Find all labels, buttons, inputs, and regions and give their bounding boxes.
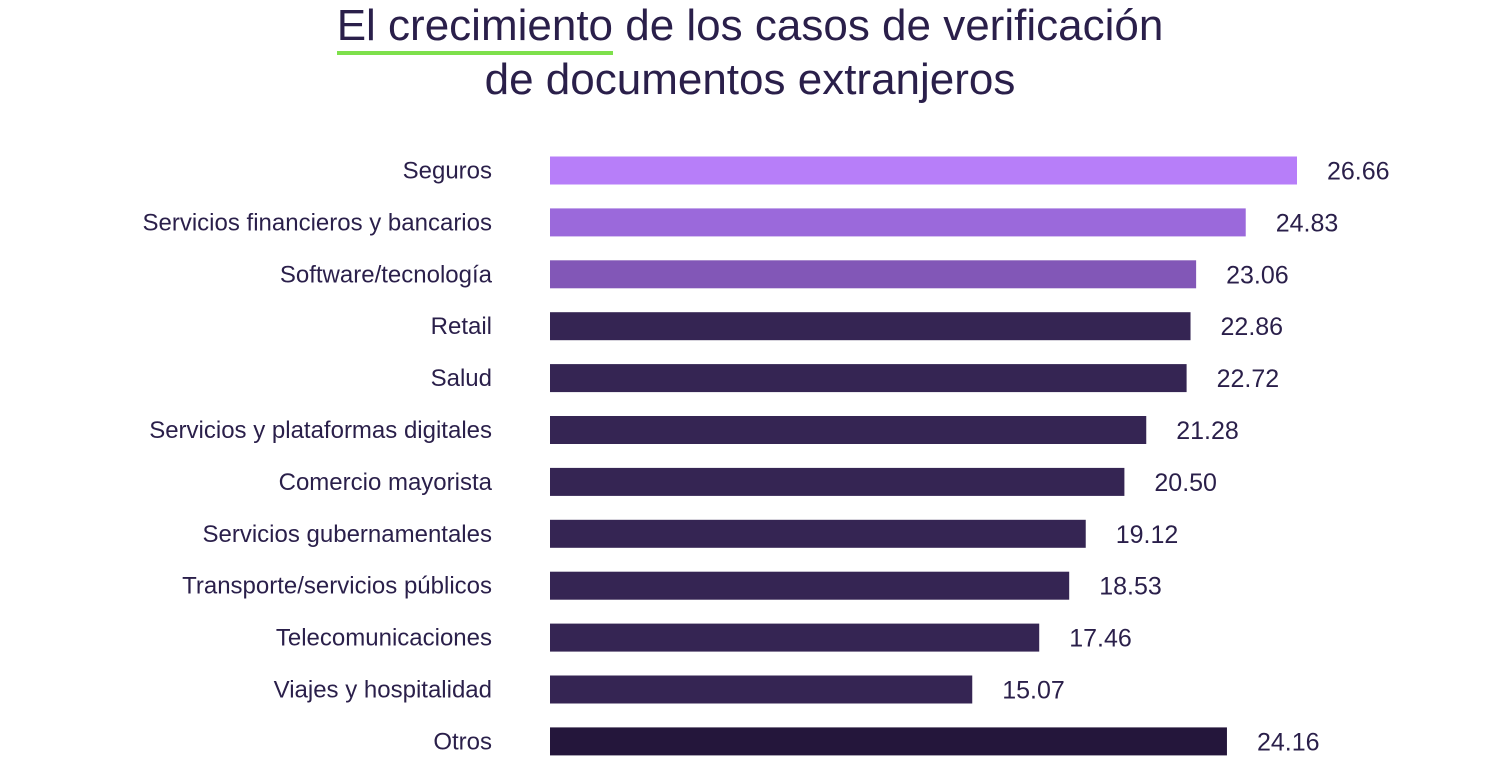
value-label: 15.07 — [1002, 677, 1065, 705]
category-label: Retail — [431, 313, 492, 340]
category-label: Transporte/servicios públicos — [182, 573, 492, 600]
bar — [550, 312, 1191, 341]
bar — [550, 519, 1086, 548]
category-label: Servicios financieros y bancarios — [143, 209, 493, 236]
category-label: Comercio mayorista — [279, 469, 493, 496]
category-label: Viajes y hospitalidad — [274, 677, 492, 704]
category-label: Servicios y plataformas digitales — [149, 417, 492, 444]
value-label: 20.50 — [1154, 469, 1217, 497]
bar — [550, 208, 1246, 237]
bar — [550, 156, 1297, 185]
category-label: Salud — [431, 365, 492, 392]
value-label: 22.72 — [1217, 365, 1280, 393]
category-label: Seguros — [403, 158, 492, 185]
category-label: Software/tecnología — [280, 261, 493, 288]
bar — [550, 260, 1197, 289]
bar — [550, 727, 1227, 756]
bar — [550, 467, 1125, 496]
category-label: Otros — [433, 728, 492, 755]
value-label: 26.66 — [1327, 158, 1390, 186]
title-line1-rest: de los casos de verificación — [613, 1, 1164, 50]
bar — [550, 623, 1040, 652]
value-label: 17.46 — [1069, 625, 1132, 653]
category-label: Telecomunicaciones — [276, 625, 492, 652]
value-label: 24.83 — [1276, 209, 1339, 237]
bar — [550, 571, 1070, 600]
value-label: 18.53 — [1099, 573, 1162, 601]
value-label: 24.16 — [1257, 728, 1320, 756]
bar — [550, 675, 973, 704]
category-label: Servicios gubernamentales — [203, 521, 493, 548]
bar — [550, 364, 1187, 393]
chart-title: El crecimiento de los casos de verificac… — [0, 0, 1500, 107]
value-label: 22.86 — [1221, 313, 1284, 341]
value-label: 23.06 — [1226, 261, 1289, 289]
bar — [550, 416, 1147, 444]
value-label: 19.12 — [1116, 521, 1179, 549]
title-line2: de documentos extranjeros — [484, 55, 1016, 104]
value-label: 21.28 — [1176, 417, 1239, 445]
title-highlight: El crecimiento — [336, 0, 614, 55]
